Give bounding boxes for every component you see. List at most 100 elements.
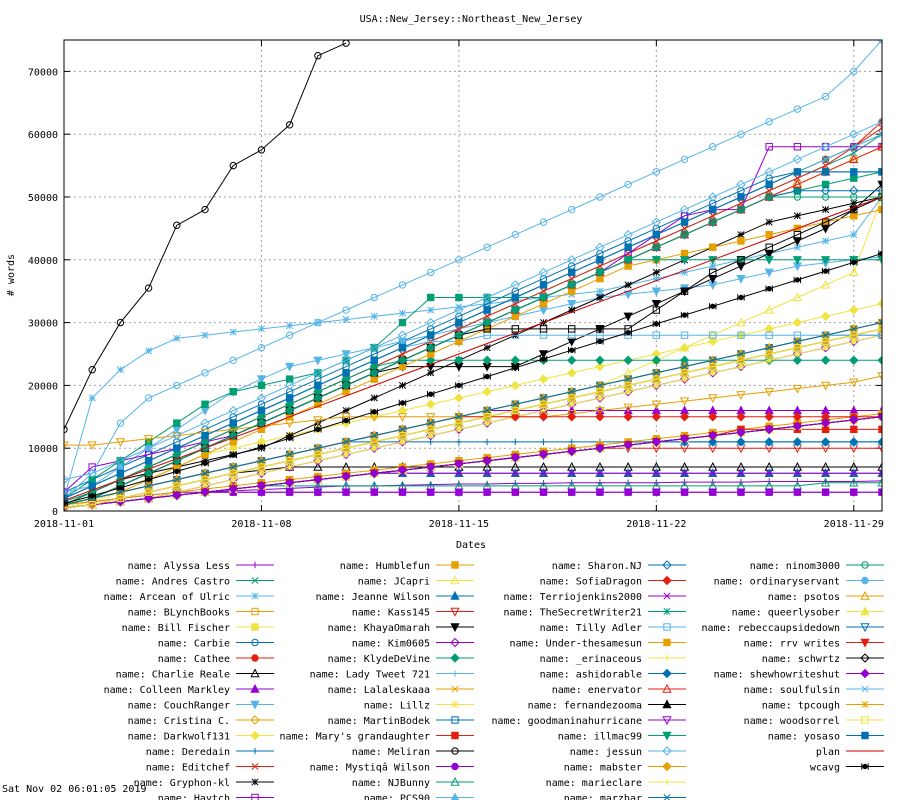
data-point <box>663 654 671 662</box>
data-point <box>861 576 869 585</box>
data-point <box>229 431 237 440</box>
data-point <box>144 284 153 292</box>
data-point <box>624 243 632 251</box>
series-67 <box>64 250 882 507</box>
data-point <box>567 300 577 309</box>
data-point <box>567 337 577 347</box>
data-point <box>821 92 830 101</box>
data-point <box>540 356 547 362</box>
data-point <box>314 488 322 496</box>
data-point <box>596 287 604 295</box>
data-point <box>679 342 690 352</box>
data-point <box>115 456 126 466</box>
legend-label: name: KlydeDeVine <box>328 654 430 665</box>
data-point <box>568 388 576 396</box>
data-point <box>822 206 830 214</box>
data-point <box>662 575 672 586</box>
data-point <box>877 372 882 382</box>
data-point <box>737 130 745 138</box>
data-point <box>483 469 491 477</box>
data-point <box>653 321 660 327</box>
data-point <box>539 293 548 302</box>
series-0 <box>64 477 882 508</box>
data-point <box>680 218 689 226</box>
data-point <box>341 413 351 422</box>
data-point <box>426 293 435 302</box>
data-point <box>820 224 831 234</box>
data-point <box>341 350 351 360</box>
data-point <box>877 299 882 309</box>
data-point <box>821 337 830 346</box>
data-point <box>821 488 830 496</box>
data-point <box>849 477 859 487</box>
data-point <box>538 449 549 460</box>
data-point <box>539 406 548 415</box>
data-point <box>652 243 661 251</box>
data-point <box>662 668 672 679</box>
data-point <box>257 344 266 352</box>
data-point <box>314 457 322 465</box>
data-point <box>793 212 801 220</box>
data-point <box>257 469 266 477</box>
data-point <box>680 287 689 295</box>
legend-label: name: Under-thesamesun <box>510 639 642 650</box>
data-point <box>228 474 238 485</box>
data-point <box>849 415 859 425</box>
data-point <box>680 155 689 164</box>
data-point <box>398 309 407 317</box>
data-point <box>623 440 633 450</box>
data-point <box>877 444 882 454</box>
legend-label: name: Deredain <box>146 747 230 758</box>
data-point <box>342 488 350 496</box>
data-point <box>251 576 259 585</box>
data-point <box>708 368 718 378</box>
data-point <box>314 381 322 390</box>
data-point <box>820 381 831 391</box>
data-point <box>116 488 124 496</box>
data-point <box>651 355 662 365</box>
data-point <box>370 438 378 446</box>
series-51 <box>64 319 882 509</box>
data-point <box>596 488 604 496</box>
data-point <box>455 413 463 421</box>
legend-label: name: Arcean of Ulric <box>104 592 230 603</box>
data-point <box>737 363 745 371</box>
data-point <box>451 685 459 693</box>
data-point <box>285 375 294 383</box>
data-point <box>285 331 294 339</box>
data-point <box>596 262 604 270</box>
data-point <box>850 231 858 239</box>
data-point <box>764 324 774 334</box>
data-point <box>596 394 604 402</box>
data-point <box>877 355 882 365</box>
data-point <box>652 331 661 339</box>
legend-label: name: Editchef <box>146 763 230 774</box>
data-point <box>662 746 672 756</box>
data-point <box>117 485 124 491</box>
data-point <box>455 256 463 264</box>
data-point <box>764 424 774 435</box>
data-point <box>878 124 882 132</box>
data-point <box>285 457 294 465</box>
data-point <box>314 444 322 452</box>
data-point <box>792 355 803 365</box>
data-point <box>861 731 869 740</box>
legend-label: name: ashidorable <box>540 670 642 681</box>
data-point <box>370 369 378 377</box>
series-33 <box>64 436 882 511</box>
data-point <box>200 406 210 416</box>
series-64 <box>64 325 882 511</box>
data-point <box>64 504 68 511</box>
data-point <box>736 317 746 327</box>
data-point <box>793 230 802 239</box>
series-36 <box>64 186 882 510</box>
data-point <box>679 204 690 215</box>
data-point <box>451 747 459 755</box>
data-point <box>737 205 745 214</box>
data-point <box>737 256 745 264</box>
data-point <box>342 450 350 459</box>
data-point <box>398 488 407 496</box>
legend-label: name: Humblefun <box>340 561 430 572</box>
data-point <box>765 230 773 239</box>
data-point <box>455 293 463 302</box>
